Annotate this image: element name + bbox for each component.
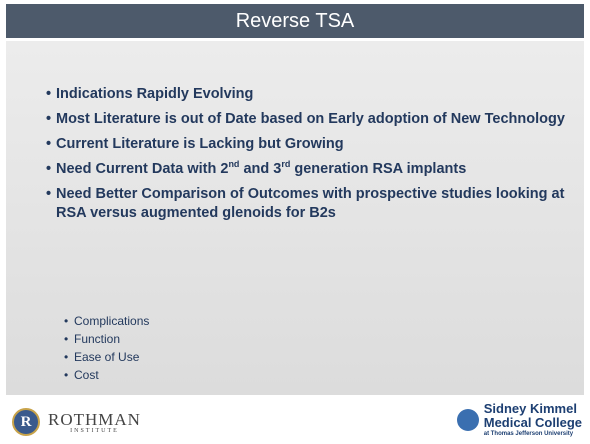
logo-mark: R	[12, 408, 40, 436]
bullet: Indications Rapidly Evolving	[46, 85, 566, 104]
bullet: Need Better Comparison of Outcomes with …	[46, 185, 566, 223]
logo-line: Sidney Kimmel	[483, 401, 577, 416]
title: Reverse TSA	[235, 10, 355, 32]
slide-body: Indications Rapidly Evolving Most Litera…	[6, 41, 584, 395]
rothman-logo: R ROTHMAN INSTITUTE	[12, 408, 141, 436]
bullet-text: generation RSA implants	[290, 161, 467, 177]
bullet-list: Indications Rapidly Evolving Most Litera…	[46, 85, 566, 229]
logo-line: Medical College	[483, 415, 582, 430]
logo-name: ROTHMAN	[48, 409, 141, 429]
superscript: rd	[281, 159, 291, 170]
bullet-text: Current Literature is Lacking but Growin…	[56, 136, 344, 152]
logo-icon	[456, 409, 479, 431]
bullet: Current Literature is Lacking but Growin…	[46, 135, 566, 154]
bullet-text: Most Literature is out of Date based on …	[56, 111, 565, 127]
sub-bullet-list: Complications Function Ease of Use Cost	[64, 312, 149, 384]
bullet: Need Current Data with 2nd and 3rd gener…	[46, 160, 566, 179]
bullet-text: Need Better Comparison of Outcomes with …	[56, 186, 565, 221]
logo-text: ROTHMAN INSTITUTE	[48, 411, 141, 434]
logo-text: Sidney Kimmel Medical College at Thomas …	[484, 402, 582, 438]
sub-bullet: Function	[64, 330, 149, 348]
logo-line: at Thomas Jefferson University	[483, 431, 574, 437]
bullet-text: 3	[273, 161, 282, 177]
sub-bullet: Complications	[64, 312, 149, 330]
bullet-text: and	[239, 161, 274, 177]
bullet-text: Need Current Data with	[56, 161, 221, 177]
sub-bullet: Cost	[64, 366, 149, 384]
smc-logo: Sidney Kimmel Medical College at Thomas …	[456, 402, 582, 438]
title-bar: Reverse TSA	[6, 4, 584, 38]
sub-bullet: Ease of Use	[64, 348, 149, 366]
superscript: nd	[228, 159, 240, 170]
bullet: Most Literature is out of Date based on …	[46, 110, 566, 129]
bullet-text: Indications Rapidly Evolving	[56, 86, 254, 102]
logo-subtitle: INSTITUTE	[70, 427, 119, 434]
bullet-text: 2	[220, 161, 229, 177]
